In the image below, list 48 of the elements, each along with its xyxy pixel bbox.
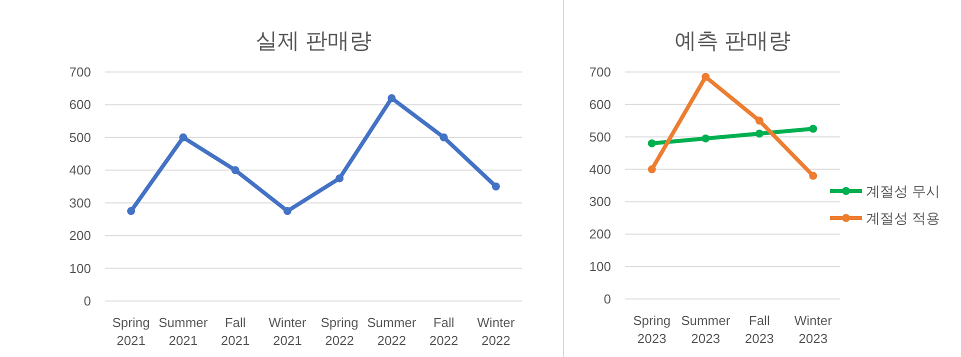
- point: [809, 124, 818, 133]
- y-tick-label: 400: [69, 162, 91, 178]
- point: [336, 174, 344, 182]
- x-tick-label: Fall 2023: [744, 313, 774, 346]
- point: [702, 134, 710, 142]
- y-tick-label: 0: [84, 294, 91, 308]
- y-tick-label: 400: [589, 162, 611, 177]
- y-tick-label: 100: [589, 259, 611, 274]
- x-tick-label: Spring 2022: [320, 315, 358, 348]
- point: [127, 207, 136, 216]
- x-tick-label: Fall 2021: [220, 315, 250, 348]
- point: [702, 72, 710, 81]
- y-tick-label: 700: [69, 64, 91, 80]
- y-tick-label: 200: [69, 228, 91, 244]
- x-tick-label: Spring 2021: [112, 315, 150, 348]
- point: [283, 207, 292, 216]
- y-tick-label: 600: [69, 97, 91, 112]
- y-tick-label: 300: [589, 194, 611, 210]
- point: [809, 172, 818, 180]
- point: [388, 94, 396, 102]
- point: [179, 133, 188, 142]
- y-tick-label: 100: [69, 260, 91, 276]
- point: [492, 182, 500, 190]
- x-tick-label: Winter 2022: [477, 315, 516, 348]
- x-tick-label: Winter 2021: [268, 315, 307, 348]
- point: [755, 130, 764, 138]
- legend-label: 계절성 무시: [866, 183, 940, 199]
- point: [648, 165, 656, 174]
- y-tick-label: 500: [589, 129, 611, 144]
- point: [440, 133, 448, 142]
- y-tick-label: 700: [589, 64, 611, 80]
- y-tick-label: 0: [604, 292, 611, 306]
- x-tick-label: Summer 2021: [158, 315, 208, 348]
- x-tick-label: Spring 2023: [633, 313, 671, 346]
- point: [755, 116, 764, 125]
- point: [231, 166, 240, 174]
- point: [648, 139, 656, 148]
- y-tick-label: 300: [69, 195, 91, 210]
- x-tick-label: Summer 2022: [367, 315, 417, 348]
- y-tick-label: 200: [589, 226, 611, 242]
- y-tick-label: 500: [69, 130, 91, 145]
- x-tick-label: Fall 2022: [429, 315, 458, 348]
- x-tick-label: Summer 2023: [681, 313, 731, 346]
- legend-label: 계절성 적용: [866, 210, 940, 226]
- y-tick-label: 600: [589, 96, 611, 112]
- chart-title: 예측 판매량: [674, 28, 791, 53]
- chart-title: 실제 판매량: [255, 28, 372, 53]
- x-tick-label: Winter 2023: [794, 313, 833, 346]
